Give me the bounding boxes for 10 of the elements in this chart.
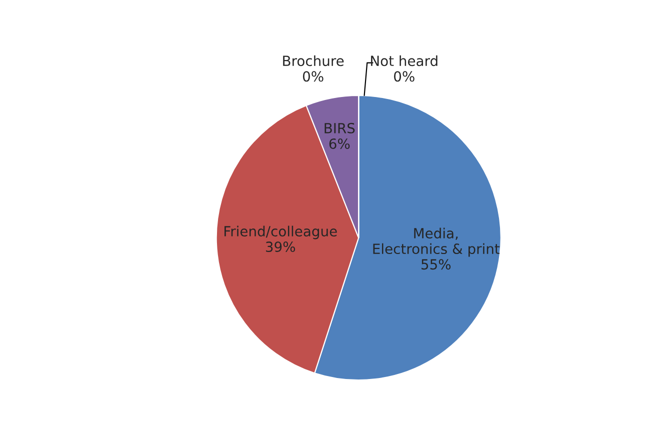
slice-label: Media, Electronics & print	[373, 228, 500, 257]
text: 0%	[394, 71, 414, 82]
data-label: 39%	[266, 242, 296, 252]
category-label: Brochure	[283, 55, 344, 66]
category-label: Not heard	[371, 55, 438, 66]
data-label: 6%	[329, 138, 350, 149]
text: 0%	[302, 71, 324, 82]
slice-label: Friend/colleague	[224, 226, 337, 240]
data-label: 55%	[422, 259, 451, 270]
slice-label: BIRS	[324, 122, 355, 134]
